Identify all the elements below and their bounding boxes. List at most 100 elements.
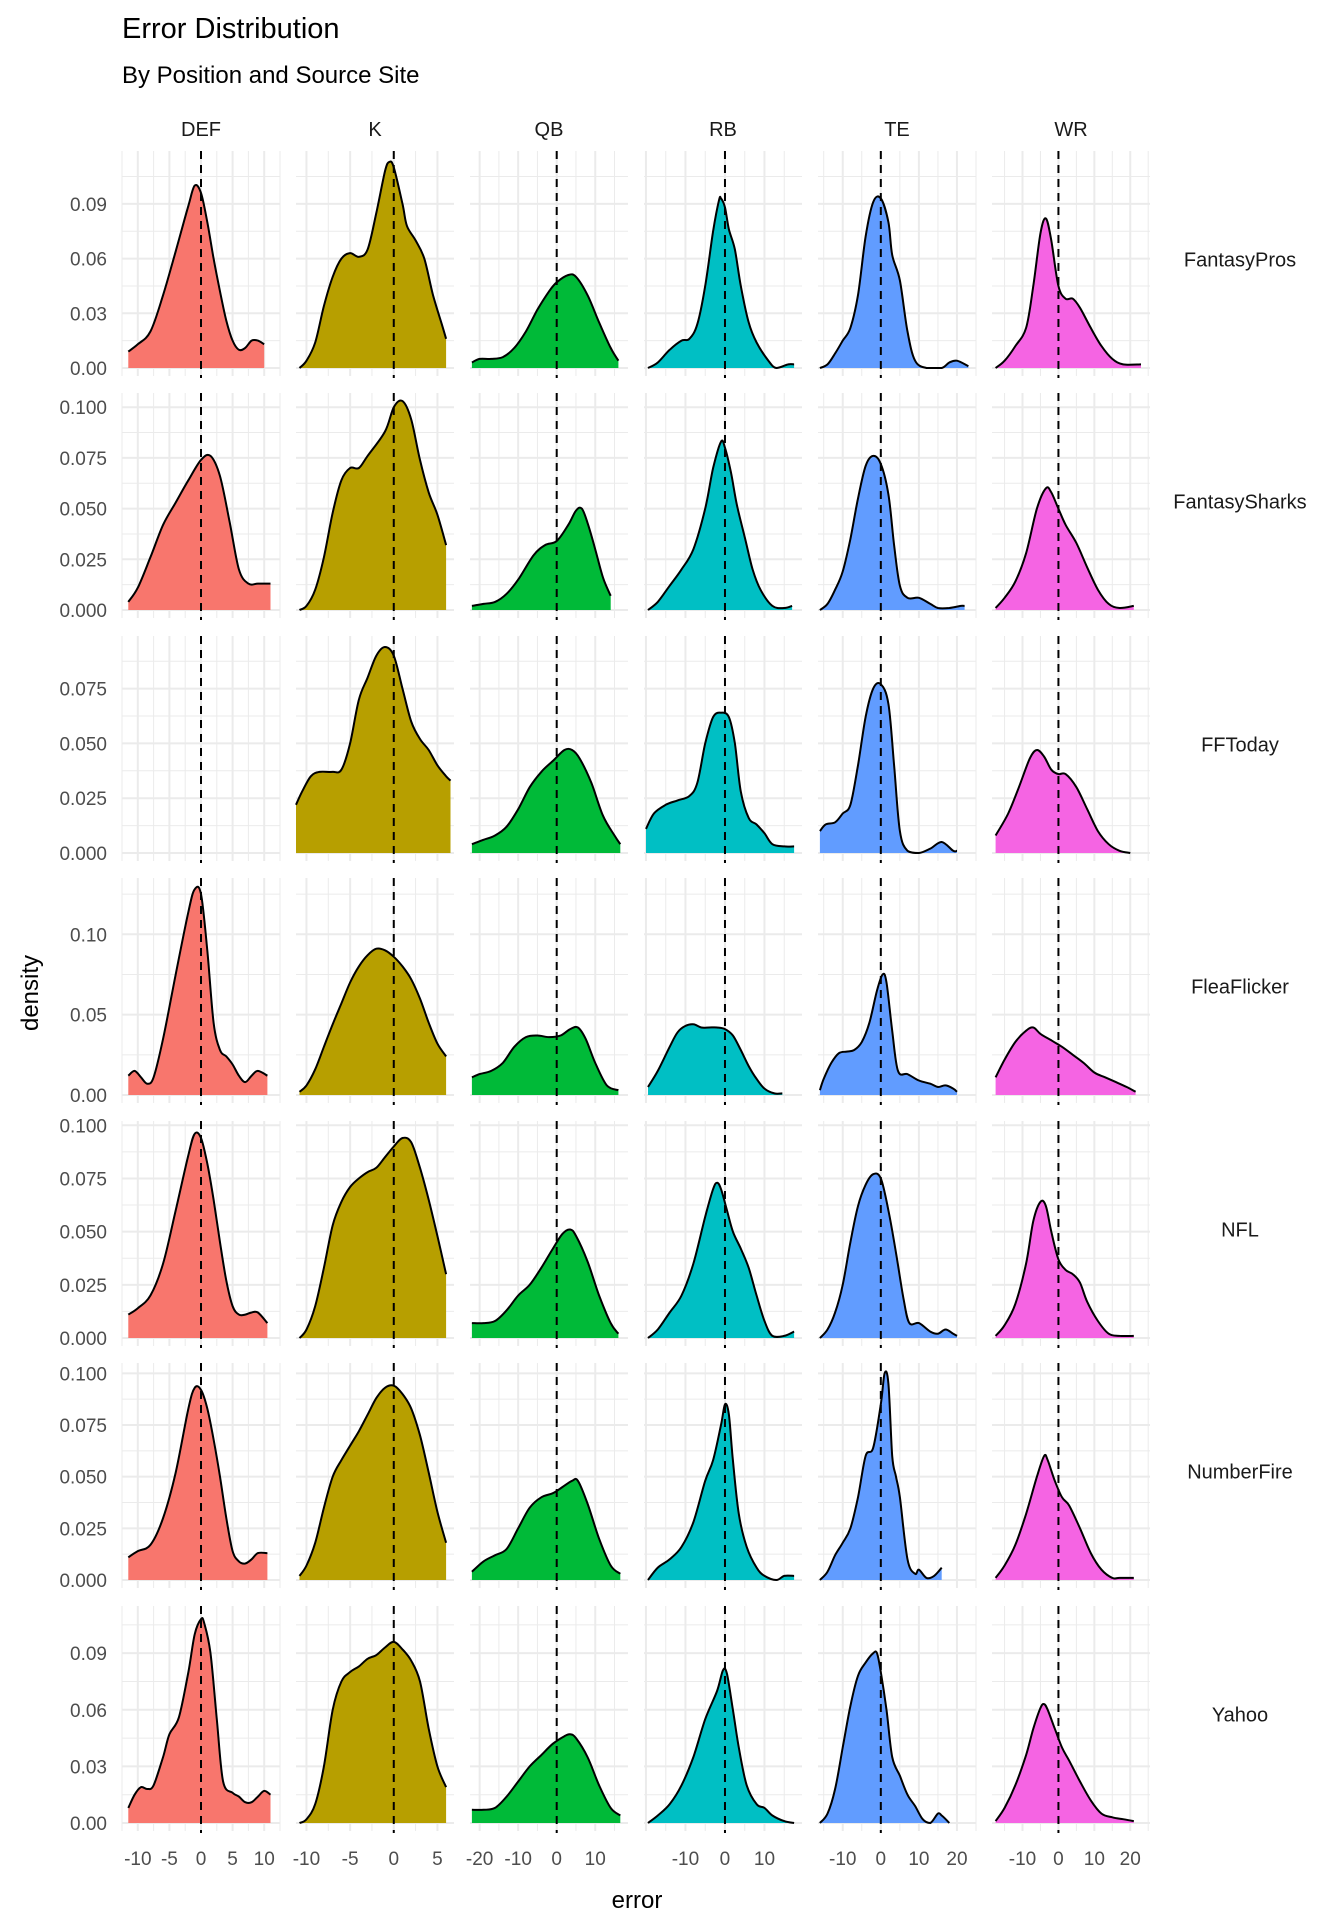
- x-tick-labels: -10 -5 0 5 10 -10 -5 0 5 -20 -10 0 10 -10 0 10 -10 0 10 20-…: [124, 1849, 1141, 1870]
- y-tick-label: 0.100: [59, 1364, 107, 1385]
- y-tick-label: 0.050: [59, 500, 107, 521]
- x-tick-label: -10: [293, 1849, 320, 1870]
- density-area-NFL-K: [299, 1137, 447, 1338]
- density-line-FantasyPros-RB: [647, 195, 795, 370]
- y-tick-label: 0.100: [59, 1116, 107, 1137]
- x-tick-label: 10: [254, 1849, 275, 1870]
- density-line-FantasyPros-DEF: [127, 184, 265, 353]
- y-tick-label: 0.000: [59, 601, 107, 622]
- density-line-Yahoo-WR: [994, 1702, 1134, 1823]
- y-tick-label: 0.025: [59, 1276, 107, 1297]
- row-strip-label: NumberFire: [1187, 1462, 1293, 1484]
- row-strip-label: NFL: [1221, 1220, 1259, 1242]
- density-line-Yahoo-DEF: [127, 1617, 272, 1809]
- density-line-NFL-RB: [647, 1181, 795, 1339]
- density-area-Yahoo-WR: [995, 1703, 1134, 1823]
- x-tick-label: -20: [466, 1849, 493, 1870]
- y-tick-label: 0.06: [70, 1701, 107, 1722]
- density-area-FleaFlicker-WR: [995, 1027, 1136, 1095]
- density-line-FFToday-TE: [819, 682, 958, 855]
- density-area-NumberFire-QB: [471, 1478, 621, 1580]
- y-tick-labels: 0.00 0.03 0.06 0.09 0.000 0.025 0.050 0.075 0.10…: [59, 195, 107, 1835]
- y-tick-label: 0.025: [59, 789, 107, 810]
- x-tick-label: 10: [908, 1849, 929, 1870]
- x-axis-title: error: [612, 1887, 663, 1914]
- density-line-NumberFire-DEF: [127, 1385, 268, 1565]
- x-tick-label: 0: [551, 1849, 562, 1870]
- density-line-Yahoo-TE: [819, 1650, 951, 1825]
- density-area-FFToday-WR: [995, 749, 1131, 853]
- row-strip-label: FantasyPros: [1184, 250, 1296, 272]
- density-line-NFL-DEF: [127, 1131, 269, 1324]
- column-strip-labels: DEF K QB RB TE WR: [181, 119, 1088, 141]
- x-tick-label: 10: [585, 1849, 606, 1870]
- density-area-FantasySharks-QB: [471, 507, 611, 610]
- x-tick-label: 10: [1084, 1849, 1105, 1870]
- density-area-Yahoo-DEF: [128, 1618, 271, 1823]
- x-tick-label: -10: [672, 1849, 699, 1870]
- density-area-FantasySharks-WR: [995, 487, 1134, 610]
- y-tick-label: 0.075: [59, 1169, 107, 1190]
- y-tick-label: 0.03: [70, 1757, 107, 1778]
- density-area-NFL-QB: [471, 1229, 619, 1338]
- y-tick-label: 0.09: [70, 1644, 107, 1665]
- x-tick-label: 20: [1120, 1849, 1141, 1870]
- density-area-FantasySharks-K: [299, 400, 447, 610]
- density-area-NFL-RB: [648, 1182, 795, 1338]
- x-tick-label: -10: [124, 1849, 151, 1870]
- density-line-Yahoo-K: [299, 1640, 448, 1824]
- density-line-NumberFire-RB: [647, 1402, 795, 1582]
- x-tick-label: 10: [754, 1849, 775, 1870]
- density-line-FFToday-QB: [471, 747, 622, 846]
- density-area-Yahoo-RB: [648, 1668, 795, 1823]
- column-strip-label: K: [368, 119, 382, 141]
- density-line-FleaFlicker-QB: [471, 1025, 619, 1092]
- density-area-NFL-TE: [819, 1173, 957, 1338]
- density-area-FantasySharks-RB: [648, 440, 793, 610]
- y-tick-label: 0.00: [70, 359, 107, 380]
- density-line-FleaFlicker-TE: [818, 972, 958, 1093]
- density-line-NumberFire-K: [298, 1384, 448, 1577]
- density-area-FantasyPros-TE: [819, 196, 969, 368]
- density-area-FantasyPros-QB: [471, 274, 619, 368]
- x-tick-label: 5: [432, 1849, 443, 1870]
- y-tick-label: 0.025: [59, 550, 107, 571]
- density-line-FantasySharks-TE: [819, 454, 965, 611]
- x-tick-label: -10: [1009, 1849, 1036, 1870]
- y-tick-label: 0.06: [70, 250, 107, 271]
- density-area-FantasyPros-K: [299, 161, 447, 368]
- column-strip-label: DEF: [181, 119, 221, 141]
- x-tick-label: 0: [1053, 1849, 1064, 1870]
- density-line-FantasyPros-WR: [994, 217, 1142, 369]
- density-area-NumberFire-WR: [995, 1454, 1134, 1580]
- density-line-Yahoo-RB: [647, 1667, 795, 1824]
- density-line-NFL-WR: [994, 1199, 1134, 1338]
- chart-subtitle: By Position and Source Site: [122, 62, 420, 89]
- density-area-FleaFlicker-TE: [819, 973, 957, 1095]
- y-tick-label: 0.00: [70, 1814, 107, 1835]
- y-tick-label: 0.050: [59, 734, 107, 755]
- column-strip-label: QB: [535, 119, 564, 141]
- density-area-FleaFlicker-RB: [648, 1024, 783, 1095]
- density-line-NFL-TE: [819, 1172, 958, 1339]
- y-tick-label: 0.000: [59, 1571, 107, 1592]
- y-tick-label: 0.050: [59, 1468, 107, 1489]
- x-tick-label: 0: [876, 1849, 887, 1870]
- x-tick-label: 5: [227, 1849, 238, 1870]
- density-line-NFL-K: [298, 1136, 448, 1339]
- density-line-FFToday-WR: [994, 748, 1131, 854]
- x-tick-label: -10: [504, 1849, 531, 1870]
- density-area-FantasyPros-RB: [648, 196, 795, 368]
- panel-FantasySharks-TE: [818, 393, 977, 618]
- row-strip-label: FleaFlicker: [1191, 977, 1289, 999]
- density-area-FFToday-QB: [471, 748, 621, 853]
- column-strip-label: TE: [884, 119, 910, 141]
- density-line-FleaFlicker-WR: [994, 1026, 1137, 1093]
- y-tick-label: 0.100: [59, 398, 107, 419]
- density-area-FantasySharks-DEF: [128, 454, 271, 610]
- density-line-NumberFire-TE: [819, 1370, 943, 1581]
- y-tick-label: 0.075: [59, 449, 107, 470]
- x-tick-label: 0: [720, 1849, 731, 1870]
- density-area-FantasyPros-WR: [995, 218, 1141, 368]
